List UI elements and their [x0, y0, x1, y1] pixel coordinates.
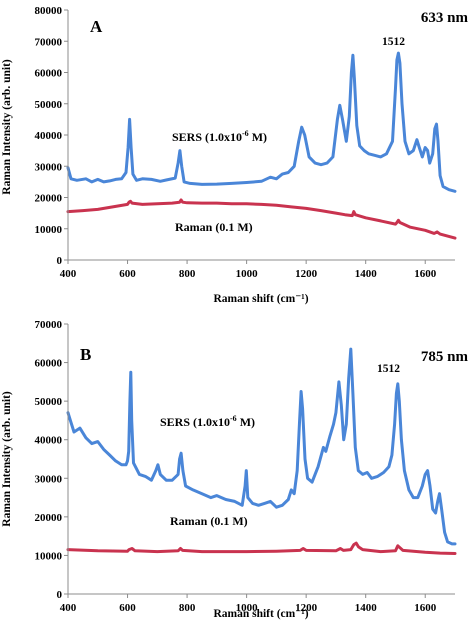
- panel-b-chart: Raman Intensity (arb. unit) Raman shift …: [1, 319, 468, 620]
- panel-b-sers-exponent: -6: [230, 414, 237, 423]
- panel-a-y-tick-label: 80000: [35, 5, 63, 17]
- panel-b-sers-prefix: SERS (1.0x10: [160, 415, 230, 429]
- panel-a-y-tick-label: 10000: [35, 224, 63, 236]
- panel-a-y-tick-label: 70000: [35, 36, 63, 48]
- panel-a-x-tick-label: 400: [60, 268, 77, 280]
- panel-a-x-tick-label: 1000: [236, 268, 259, 280]
- panel-b-x-tick-label: 800: [179, 602, 196, 614]
- panel-b-y-tick-label: 60000: [35, 358, 63, 370]
- panel-b-peak-label-1512: 1512: [377, 363, 400, 375]
- panel-b-y-tick-label: 50000: [35, 396, 63, 408]
- panel-a-series: [66, 51, 457, 240]
- panel-b-y-ticks: 0 10000 20000 30000 40000 50000 60000 70000: [35, 319, 68, 601]
- panel-b-y-axis-title: Raman Intensity (arb. unit): [1, 391, 13, 527]
- panel-a-y-ticks: 0 10000 20000 30000 40000 50000 60000 70000 8000…: [35, 5, 68, 267]
- panel-a-x-tick-label: 1400: [355, 268, 378, 280]
- panel-a-chart: Raman Intensity (arb. unit) Raman shift …: [1, 5, 468, 305]
- panel-a-y-tick-label: 50000: [35, 99, 63, 111]
- panel-a-x-tick-label: 800: [179, 268, 196, 280]
- panel-b-letter: B: [80, 345, 91, 364]
- panel-b-x-tick-label: 1000: [236, 602, 259, 614]
- panel-a-x-axis-title: Raman shift (cm⁻¹): [213, 293, 308, 305]
- panel-b-x-tick-label: 1600: [414, 602, 437, 614]
- panel-a-peak-label-1512: 1512: [382, 36, 405, 48]
- panel-a-letter: A: [90, 17, 103, 36]
- panel-b-y-tick-label: 20000: [35, 512, 63, 524]
- panel-a-x-tick-label: 1200: [295, 268, 318, 280]
- panel-b-x-tick-label: 1400: [355, 602, 378, 614]
- panel-a-sers-annotation: SERS (1.0x10-6 M): [172, 129, 267, 144]
- panel-a-y-tick-label: 40000: [35, 130, 63, 142]
- panel-a-wavelength-label: 633 nm: [421, 10, 469, 26]
- panel-b-y-tick-label: 40000: [35, 435, 63, 447]
- panel-b-raman-line: [66, 541, 457, 555]
- panel-b-y-tick-label: 0: [57, 589, 63, 601]
- panel-a-y-axis-title: Raman Intensity (arb. unit): [1, 59, 13, 195]
- panel-a-y-tick-label: 60000: [35, 68, 63, 80]
- panel-b-series: [66, 347, 457, 555]
- panel-a-y-tick-label: 20000: [35, 193, 63, 205]
- panel-b-y-tick-label: 10000: [35, 550, 63, 562]
- panel-b-y-tick-label: 30000: [35, 473, 63, 485]
- panel-b-wavelength-label: 785 nm: [421, 349, 469, 365]
- panel-a-y-tick-label: 0: [57, 255, 63, 267]
- panel-b-y-tick-label: 70000: [35, 319, 63, 331]
- panel-b-sers-annotation: SERS (1.0x10-6 M): [160, 414, 255, 429]
- panel-a-sers-prefix: SERS (1.0x10: [172, 130, 242, 144]
- panel-a-sers-line: [66, 51, 457, 193]
- panel-b-x-ticks: 400 600 800 1000 1200 1400 1600: [60, 594, 437, 614]
- panel-b-sers-line: [66, 347, 457, 546]
- panel-a-raman-line: [66, 198, 457, 240]
- panel-a-x-tick-label: 1600: [414, 268, 437, 280]
- panel-b-sers-suffix: M): [237, 415, 255, 429]
- panel-b-x-axis-title: Raman shift (cm⁻¹): [213, 608, 308, 620]
- panel-a-sers-suffix: M): [249, 130, 267, 144]
- panel-b-x-tick-label: 1200: [295, 602, 318, 614]
- panel-a-x-ticks: 400 600 800 1000 1200 1400 1600: [60, 260, 437, 280]
- panel-a-raman-annotation: Raman (0.1 M): [175, 220, 253, 234]
- panel-b-raman-annotation: Raman (0.1 M): [170, 514, 248, 528]
- panel-a-x-tick-label: 600: [119, 268, 136, 280]
- panel-b-x-tick-label: 400: [60, 602, 77, 614]
- panel-b-x-tick-label: 600: [119, 602, 136, 614]
- panel-a-sers-exponent: -6: [242, 129, 249, 138]
- panel-a-y-tick-label: 30000: [35, 161, 63, 173]
